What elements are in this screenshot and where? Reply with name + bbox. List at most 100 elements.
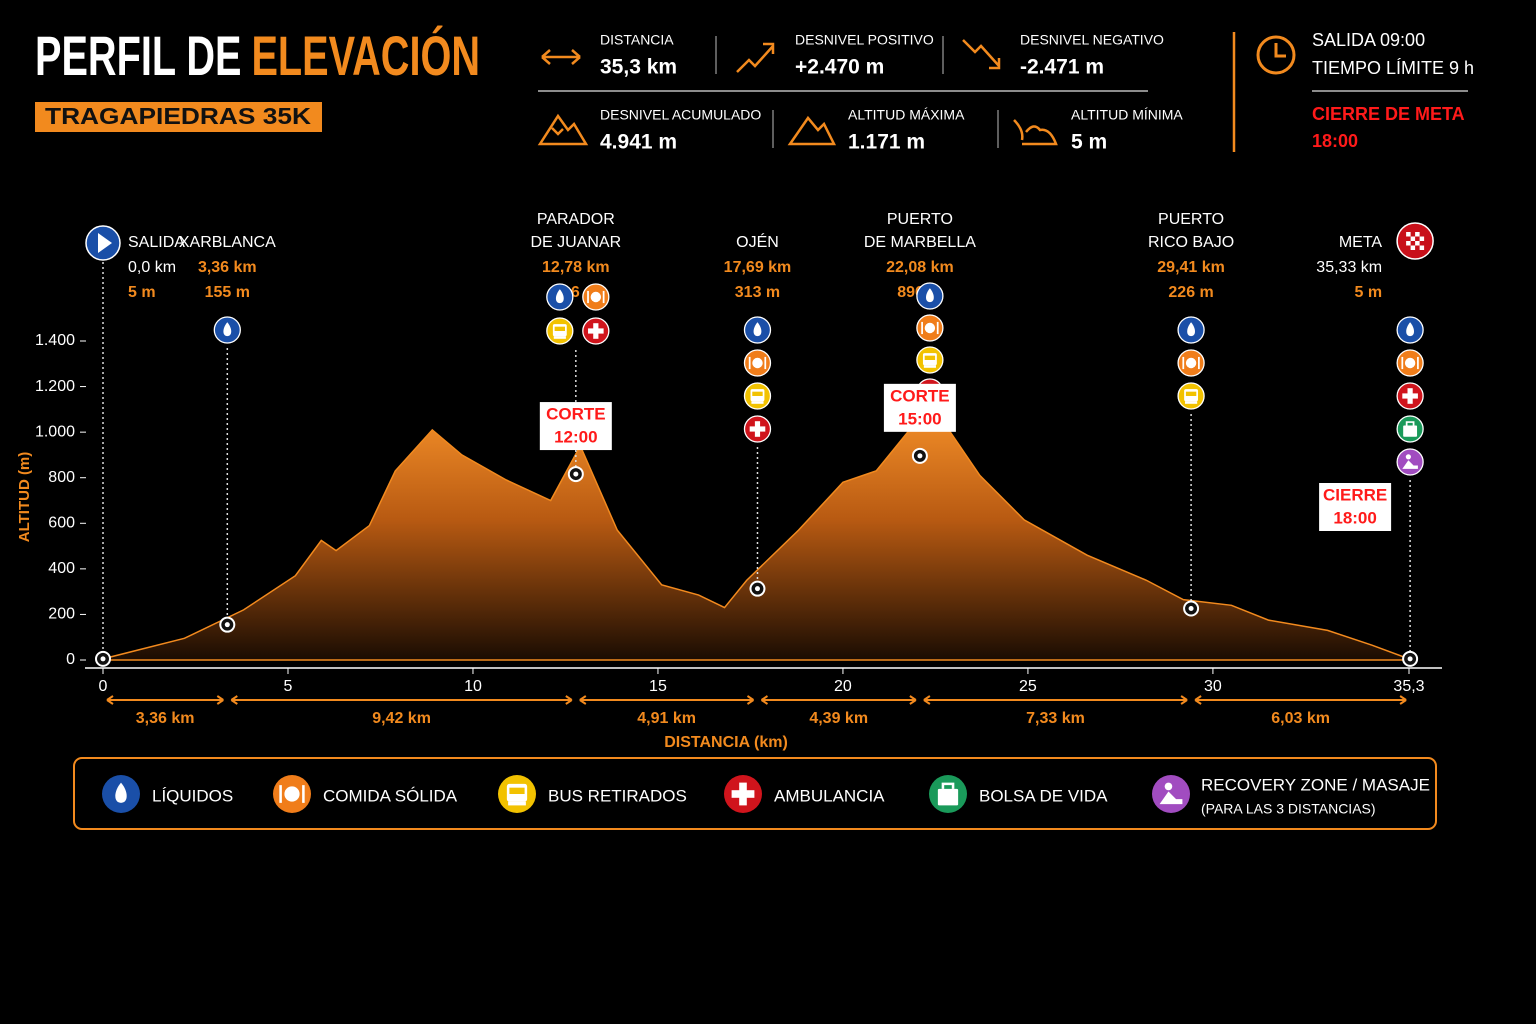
service-icon — [213, 316, 241, 344]
icon-cross-h — [731, 790, 755, 798]
icon-accum — [537, 113, 589, 146]
waypoint-elevation: 313 m — [735, 284, 780, 301]
stat-value: 5 m — [1071, 131, 1107, 154]
legend-label: AMBULANCIA — [774, 786, 885, 805]
icon-wheels — [553, 336, 566, 339]
legend-label: BOLSA DE VIDA — [979, 786, 1108, 805]
y-tick-label: 0 — [66, 651, 75, 668]
stat-icons — [537, 35, 1296, 146]
finish-check — [1410, 245, 1416, 250]
segment-distance: 7,33 km — [1026, 710, 1085, 727]
segment-distance: 3,36 km — [136, 710, 195, 727]
icon-window — [924, 355, 936, 360]
finish-check — [1406, 232, 1411, 237]
waypoint-name: PUERTO — [887, 211, 953, 228]
x-tick-label: 15 — [649, 678, 667, 695]
icon-wheels — [923, 365, 936, 368]
icon-handle — [941, 782, 955, 789]
cutoff-text: CORTE — [890, 386, 950, 405]
service-icon — [743, 415, 772, 443]
finish-check — [1406, 241, 1411, 246]
segment-distance: 6,03 km — [1271, 710, 1330, 727]
waypoint-km: 0,0 km — [128, 259, 176, 276]
service-icon — [273, 775, 311, 813]
finish-check — [1415, 241, 1420, 246]
service-icon — [916, 314, 944, 342]
icon-wheels — [508, 801, 526, 806]
service-icon — [916, 346, 944, 374]
y-tick-label: 200 — [48, 606, 75, 623]
icon-distance — [541, 49, 581, 65]
finish-check — [1419, 236, 1425, 241]
service-icon — [1177, 382, 1205, 410]
stat-label: DESNIVEL NEGATIVO — [1020, 32, 1164, 48]
icon-drop — [925, 288, 934, 303]
subtitle-box — [35, 102, 322, 132]
elevation-profile — [102, 403, 1410, 661]
icon-cross-h — [1402, 393, 1418, 399]
waypoint-marker-dot — [224, 622, 230, 628]
icon-window — [1185, 391, 1197, 396]
y-axis-label: ALTITUD (m) — [16, 452, 33, 543]
waypoint-name: RICO BAJO — [1148, 234, 1234, 251]
stat-value: 35,3 km — [600, 56, 677, 79]
icon-drop — [1187, 322, 1195, 337]
cutoff-box — [1319, 483, 1392, 531]
icon-drop — [753, 322, 762, 337]
service-icon — [743, 349, 772, 377]
icon-fork — [1182, 356, 1185, 370]
finish-label: CIERRE DE META — [1312, 104, 1465, 124]
waypoint-name: DE MARBELLA — [864, 234, 976, 251]
service-icon — [1396, 316, 1424, 344]
finish-check — [1415, 232, 1420, 237]
icon-window — [554, 326, 566, 331]
waypoint-km: 17,69 km — [724, 259, 792, 276]
finish-check — [1410, 236, 1416, 241]
icon-window — [752, 391, 763, 396]
icon-body — [1159, 791, 1183, 805]
x-axis-label: DISTANCIA (km) — [664, 734, 788, 751]
y-tick-label: 400 — [48, 560, 75, 577]
icon-drop — [555, 289, 564, 304]
legend-label: LÍQUIDOS — [152, 786, 233, 805]
waypoint-name: OJÉN — [736, 232, 779, 251]
waypoint-name: PUERTO — [1158, 211, 1224, 228]
x-tick-label: 0 — [99, 678, 108, 695]
x-tick-label: 35,3 — [1393, 678, 1424, 695]
icon-plate — [1404, 357, 1416, 369]
stat-value: +2.470 m — [795, 56, 884, 79]
segment-arrow — [230, 695, 573, 705]
segment-arrow — [760, 695, 917, 705]
icon-plate — [284, 786, 300, 802]
service-icon — [929, 775, 967, 813]
title-part: PERFIL DE — [35, 24, 242, 87]
icon-handle — [1405, 421, 1415, 426]
icon-drop — [1406, 322, 1415, 337]
waypoint-marker-dot — [917, 453, 923, 459]
waypoint-marker-dot — [754, 586, 760, 592]
icon-drop — [115, 782, 127, 803]
cutoff-box — [539, 402, 612, 451]
icon-knife — [1198, 356, 1200, 370]
waypoint-elevation: 155 m — [205, 284, 250, 301]
icon-knife — [1417, 356, 1419, 370]
icon-fork — [279, 785, 282, 803]
service-icon — [546, 317, 574, 345]
service-icon — [1152, 775, 1190, 813]
waypoint-name: DE JUANAR — [530, 234, 621, 251]
legend-label: BUS RETIRADOS — [548, 786, 687, 805]
waypoint-km: 35,33 km — [1316, 259, 1382, 276]
title-part: ELEVACIÓN — [251, 24, 480, 87]
icon-cross-h — [588, 328, 604, 334]
icon-fork — [921, 321, 923, 335]
service-icon — [916, 282, 944, 310]
legend-note: (PARA LAS 3 DISTANCIAS) — [1201, 801, 1376, 817]
stat-value: 1.171 m — [848, 131, 925, 154]
service-icon — [724, 775, 762, 813]
waypoint-marker-dot — [1188, 606, 1194, 612]
schedule-start: SALIDA 09:00 — [1312, 30, 1425, 50]
stat-value: -2.471 m — [1020, 56, 1104, 79]
